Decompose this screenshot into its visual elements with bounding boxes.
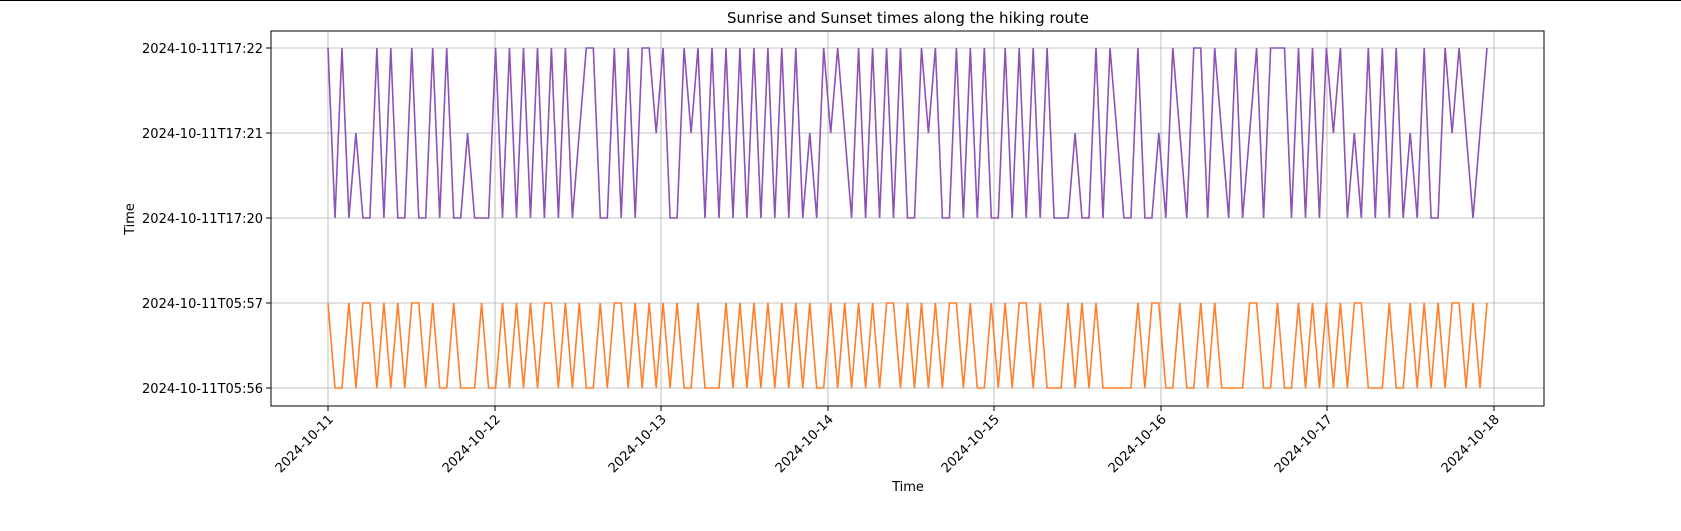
- x-tick-label: 2024-10-14: [773, 412, 837, 476]
- x-axis-label: Time: [891, 480, 924, 495]
- sunrise-series-line: [327, 302, 1488, 389]
- y-tick-label: 2024-10-11T17:21: [142, 127, 263, 142]
- chart-title: Sunrise and Sunset times along the hikin…: [727, 9, 1089, 27]
- y-tick-label: 2024-10-11T05:57: [142, 297, 263, 312]
- x-tick-label: 2024-10-18: [1439, 412, 1503, 476]
- y-axis-label: Time: [123, 203, 138, 236]
- y-tick-label: 2024-10-11T17:22: [142, 42, 263, 57]
- series-group: [327, 47, 1488, 389]
- y-tick-label: 2024-10-11T05:56: [142, 382, 263, 397]
- x-tick-label: 2024-10-11: [273, 412, 337, 476]
- y-tick-label: 2024-10-11T17:20: [142, 212, 263, 227]
- top-border: [0, 0, 1681, 1]
- x-axis-ticks: 2024-10-11 2024-10-12 2024-10-13 2024-10-14…: [273, 406, 1503, 476]
- x-tick-label: 2024-10-16: [1106, 412, 1170, 476]
- y-axis-ticks: 2024-10-11T05:56 2024-10-11T05:57 2024-10-…: [142, 42, 271, 397]
- x-tick-label: 2024-10-12: [440, 412, 504, 476]
- x-tick-label: 2024-10-17: [1272, 412, 1336, 476]
- x-tick-label: 2024-10-15: [939, 412, 1003, 476]
- x-tick-label: 2024-10-13: [606, 412, 670, 476]
- sunset-series-line: [327, 47, 1488, 219]
